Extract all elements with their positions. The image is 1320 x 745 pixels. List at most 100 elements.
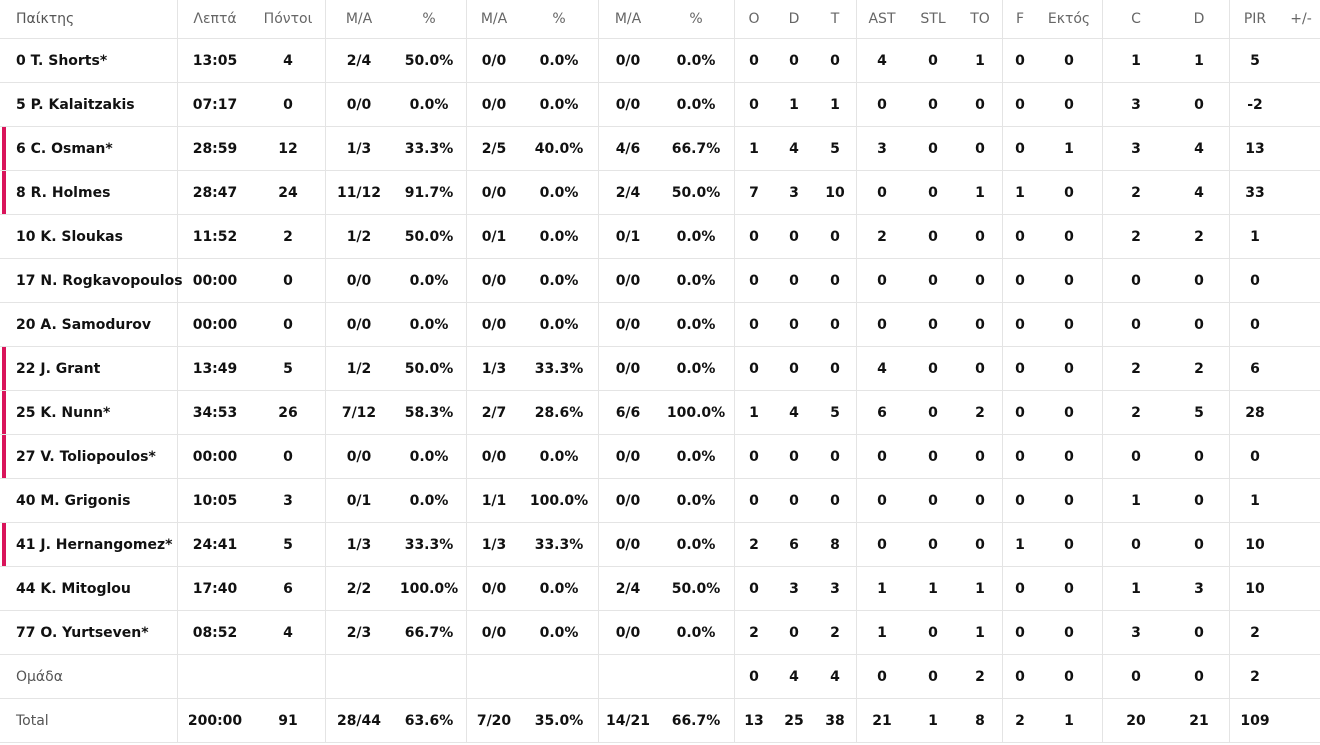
column-divider <box>1102 215 1103 258</box>
stat-turnovers: 0 <box>975 272 985 289</box>
column-divider <box>1229 215 1230 258</box>
stat-pir: 10 <box>1245 580 1265 597</box>
stat-2pt-pct: 91.7% <box>404 184 454 201</box>
stat-fouls-drawn: 0 <box>1064 96 1074 113</box>
header-points[interactable]: Πόντοι <box>263 11 313 27</box>
player-name[interactable]: 22 J. Grant <box>16 360 101 377</box>
header-assists[interactable]: AST <box>868 11 896 27</box>
column-divider <box>856 479 857 522</box>
column-divider <box>325 479 326 522</box>
stat-pir: 109 <box>1240 712 1270 729</box>
stat-3pt-pct: 0.0% <box>539 96 579 113</box>
player-name[interactable]: 10 K. Sloukas <box>16 228 123 245</box>
stat-blocks-against: 2 <box>1194 360 1204 377</box>
player-name[interactable]: 0 T. Shorts* <box>16 52 108 69</box>
stat-fouls-committed: 0 <box>1015 360 1025 377</box>
header-pir[interactable]: PIR <box>1243 11 1267 27</box>
stat-blocks-for: 2 <box>1131 360 1141 377</box>
stat-blocks-against: 4 <box>1194 184 1204 201</box>
header-fouls-committed[interactable]: F <box>1015 11 1025 27</box>
column-divider <box>177 655 178 698</box>
header-turnovers[interactable]: TO <box>970 11 990 27</box>
column-divider <box>734 699 735 742</box>
column-divider <box>466 699 467 742</box>
column-divider <box>466 303 467 346</box>
header-minutes[interactable]: Λεπτά <box>193 11 237 27</box>
header-off-reb[interactable]: O <box>748 11 760 27</box>
stat-plus-minus <box>1283 611 1319 654</box>
stat-steals: 0 <box>928 536 938 553</box>
stat-off-reb: 1 <box>749 404 759 421</box>
stat-plus-minus <box>1283 655 1319 698</box>
player-name[interactable]: 5 P. Kalaitzakis <box>16 96 135 113</box>
column-divider <box>598 347 599 390</box>
stat-pir: 2 <box>1250 624 1260 641</box>
header-2pt-made-att[interactable]: Μ/Α <box>345 11 373 27</box>
header-ft-made-att[interactable]: Μ/Α <box>614 11 642 27</box>
stat-fouls-drawn: 0 <box>1064 668 1074 685</box>
header-3pt-made-att[interactable]: Μ/Α <box>480 11 508 27</box>
player-name[interactable]: 27 V. Toliopoulos* <box>16 448 156 465</box>
column-divider <box>1229 699 1230 742</box>
header-blocks-against[interactable]: D <box>1193 11 1205 27</box>
stat-off-reb: 0 <box>749 52 759 69</box>
stat-points: 0 <box>283 448 293 465</box>
header-def-reb[interactable]: D <box>788 11 800 27</box>
stat-blocks-for: 2 <box>1131 184 1141 201</box>
stat-tot-reb: 0 <box>830 448 840 465</box>
stat-off-reb: 0 <box>749 448 759 465</box>
header-fouls-drawn[interactable]: Εκτός <box>1047 11 1091 27</box>
player-name[interactable]: 20 A. Samodurov <box>16 316 152 333</box>
stat-fouls-committed: 0 <box>1015 96 1025 113</box>
column-divider <box>177 479 178 522</box>
column-divider <box>856 523 857 566</box>
column-divider <box>466 611 467 654</box>
player-name[interactable]: 17 N. Rogkavopoulos <box>16 272 183 289</box>
stat-ft-made-att: 0/0 <box>615 492 641 509</box>
column-divider <box>1002 215 1003 258</box>
header-plus-minus[interactable]: +/- <box>1290 11 1312 27</box>
column-divider <box>466 523 467 566</box>
player-name[interactable]: 40 M. Grigonis <box>16 492 131 509</box>
stat-blocks-against: 0 <box>1194 492 1204 509</box>
stat-fouls-committed: 0 <box>1015 580 1025 597</box>
column-divider <box>466 435 467 478</box>
stat-def-reb: 6 <box>789 536 799 553</box>
table-row: 17 N. Rogkavopoulos 00:00 0 0/0 0.0% 0/0 0.0% 0… <box>0 259 1320 303</box>
stat-3pt-pct: 28.6% <box>534 404 584 421</box>
column-divider <box>1229 611 1230 654</box>
stat-2pt-made-att: 0/0 <box>346 448 372 465</box>
header-blocks-for[interactable]: C <box>1131 11 1141 27</box>
column-divider <box>325 83 326 126</box>
column-divider <box>466 83 467 126</box>
stat-ft-made-att: 0/0 <box>615 448 641 465</box>
stat-fouls-drawn: 0 <box>1064 52 1074 69</box>
player-name[interactable]: 25 K. Nunn* <box>16 404 111 421</box>
stat-ft-pct: 0.0% <box>676 448 716 465</box>
stat-blocks-for: 1 <box>1131 492 1141 509</box>
header-2pt-pct[interactable]: % <box>422 11 436 27</box>
player-name[interactable]: 41 J. Hernangomez* <box>16 536 173 553</box>
header-ft-pct[interactable]: % <box>689 11 703 27</box>
column-divider <box>734 127 735 170</box>
stat-points: 2 <box>283 228 293 245</box>
player-name[interactable]: 6 C. Osman* <box>16 140 113 157</box>
stat-2pt-pct: 58.3% <box>404 404 454 421</box>
column-divider <box>1002 127 1003 170</box>
player-name[interactable]: 8 R. Holmes <box>16 184 111 201</box>
stat-def-reb: 3 <box>789 580 799 597</box>
column-divider <box>734 0 735 38</box>
column-divider <box>325 435 326 478</box>
stat-off-reb: 0 <box>749 668 759 685</box>
stat-assists: 6 <box>877 404 887 421</box>
header-3pt-pct[interactable]: % <box>552 11 566 27</box>
player-name[interactable]: 44 K. Mitoglou <box>16 580 131 597</box>
stat-3pt-pct <box>523 655 595 698</box>
stat-steals: 0 <box>928 96 938 113</box>
header-tot-reb[interactable]: T <box>830 11 840 27</box>
stat-minutes: 00:00 <box>192 272 238 289</box>
header-steals[interactable]: STL <box>920 11 946 27</box>
player-name[interactable]: 77 O. Yurtseven* <box>16 624 149 641</box>
stat-minutes: 10:05 <box>192 492 238 509</box>
stat-off-reb: 0 <box>749 228 759 245</box>
